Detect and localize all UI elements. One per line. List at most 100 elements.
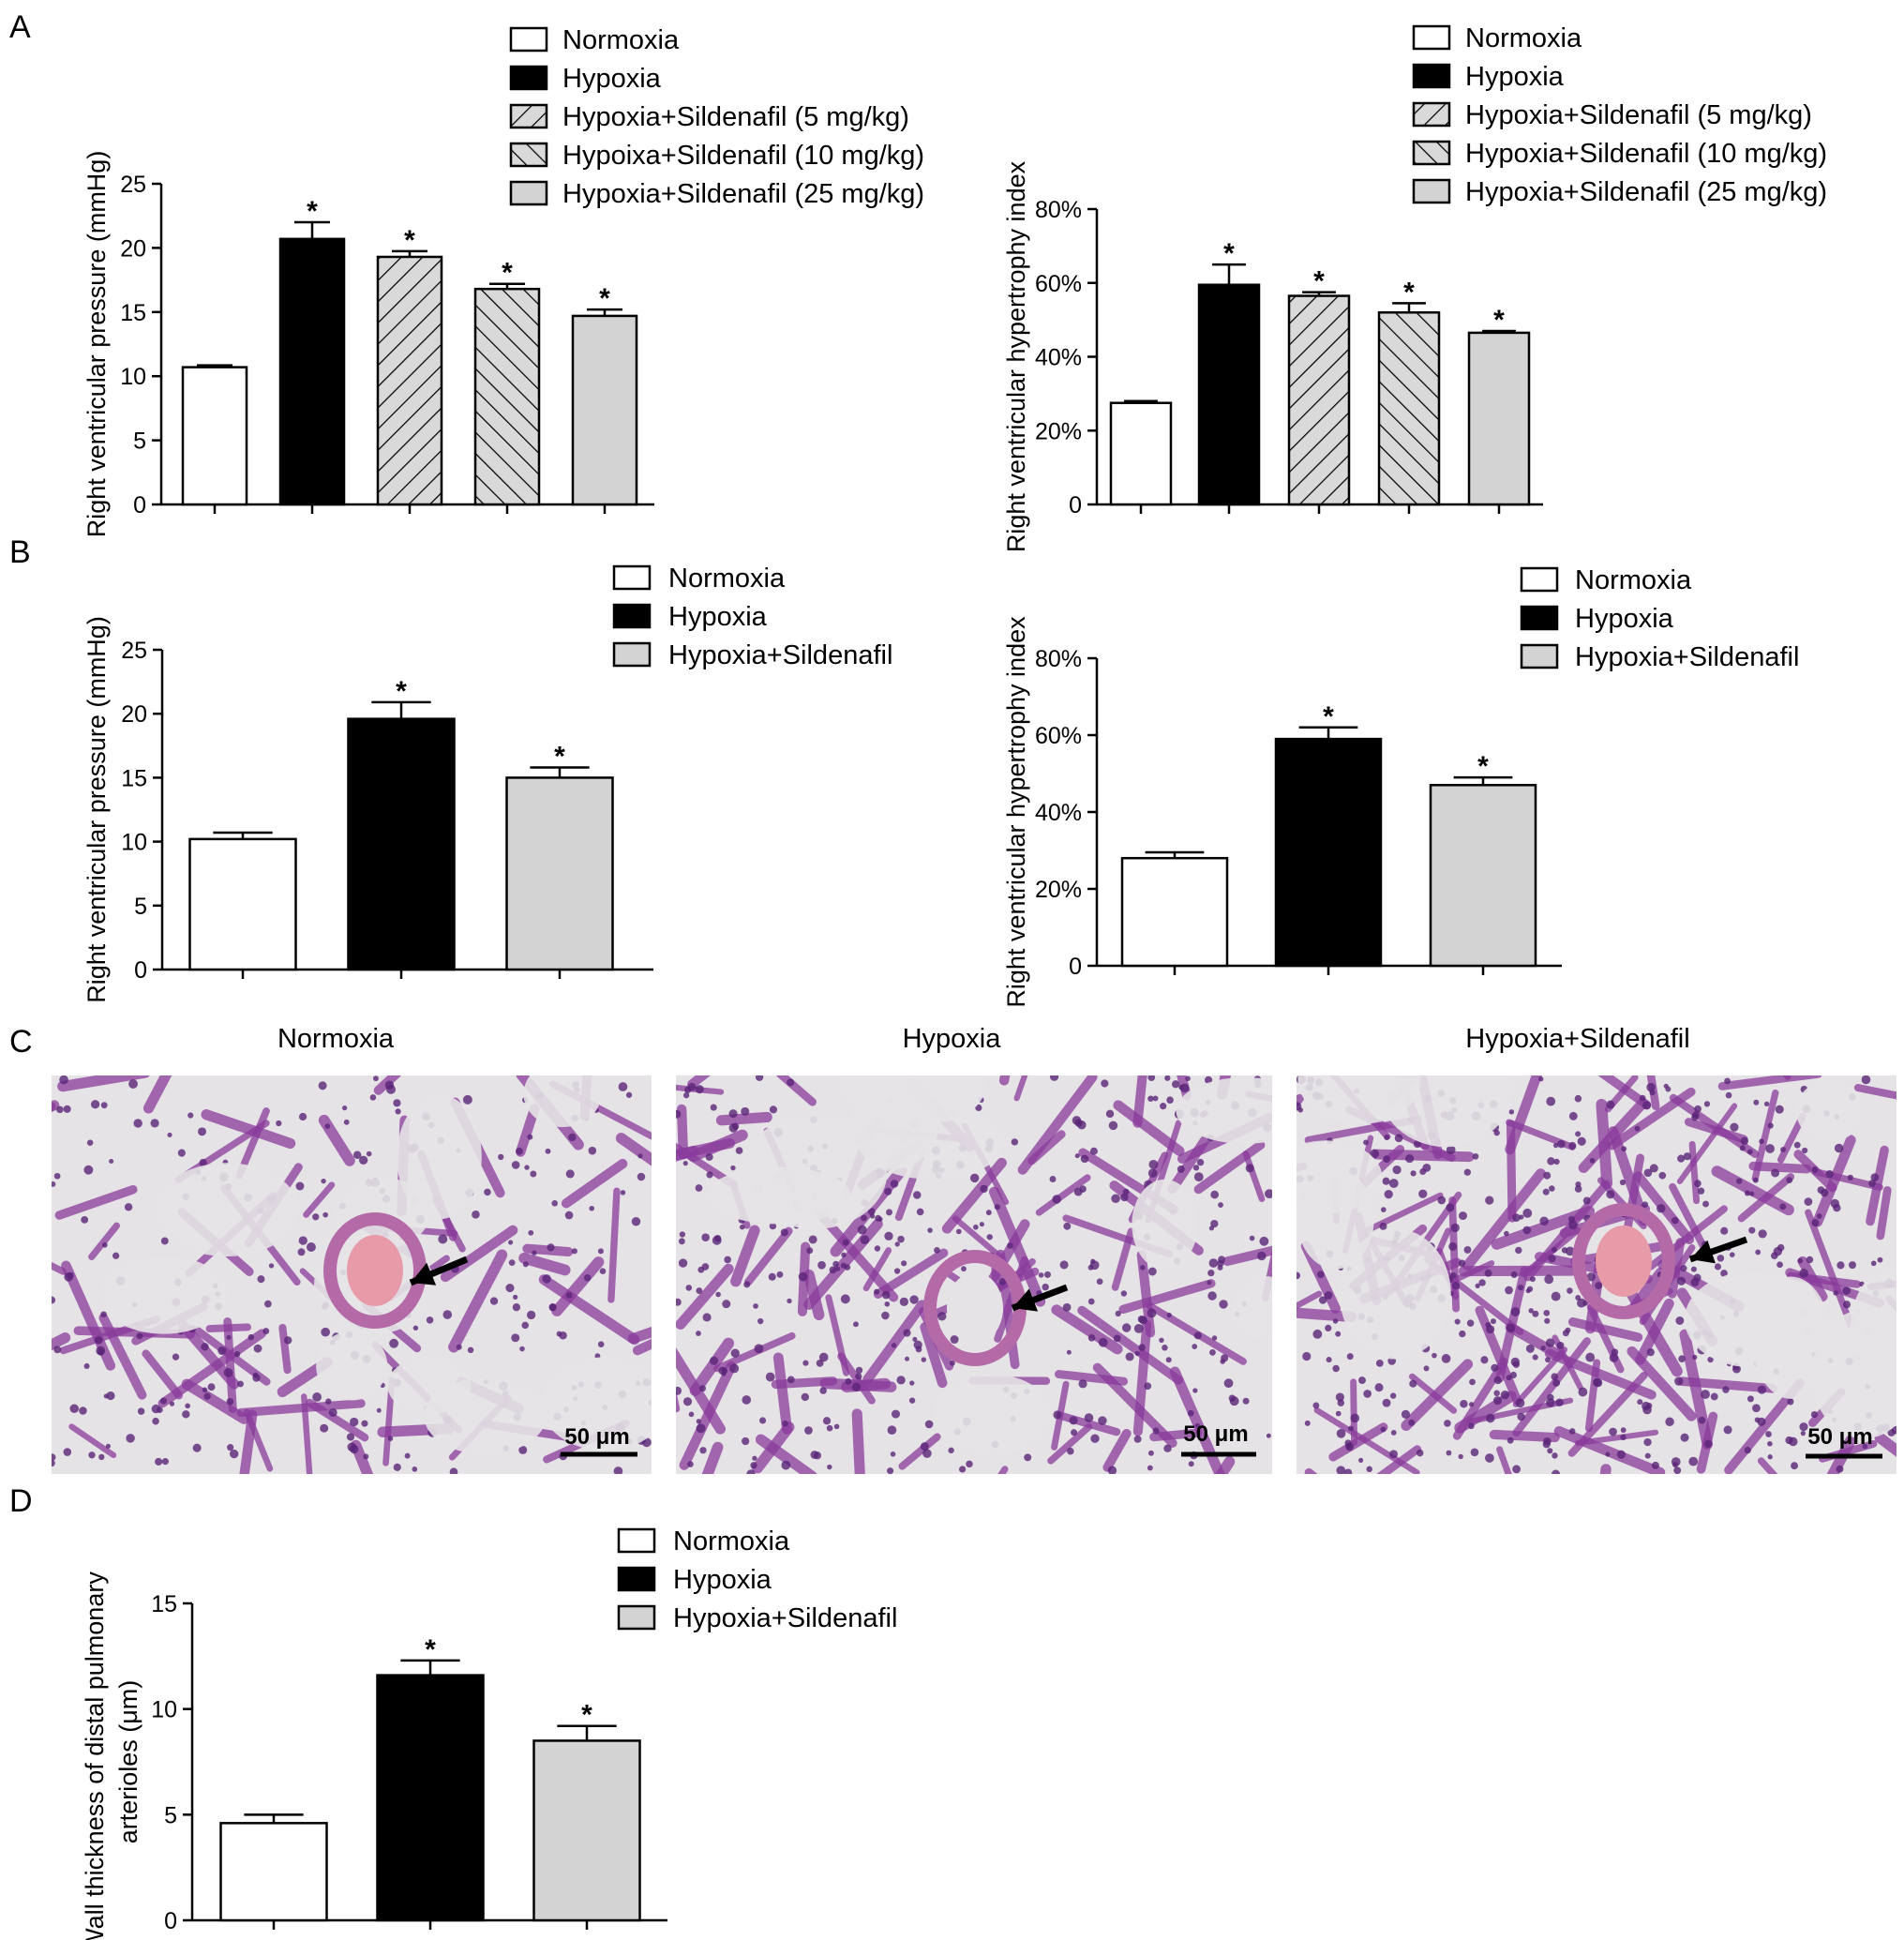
nucleus	[1765, 1431, 1772, 1437]
nucleus	[1651, 1461, 1659, 1469]
nucleus	[1073, 1187, 1083, 1196]
nucleus	[899, 1297, 908, 1306]
alveolar-septum	[205, 1323, 252, 1333]
nucleus	[842, 1239, 849, 1246]
y-axis-title: Right ventricular hypertrophy index	[1002, 160, 1030, 552]
nucleus	[1848, 1261, 1856, 1270]
nucleus	[1825, 1169, 1834, 1179]
nucleus	[1674, 1376, 1684, 1386]
nucleus	[731, 1122, 740, 1130]
nucleus	[890, 1451, 896, 1457]
nucleus	[1486, 1325, 1495, 1334]
nucleus	[1152, 1427, 1160, 1435]
alveolar-septum	[1711, 1166, 1794, 1216]
nucleus	[712, 1235, 722, 1245]
nucleus	[511, 1161, 520, 1169]
nucleus	[1470, 1448, 1479, 1457]
nucleus	[916, 1208, 924, 1216]
nucleus	[1552, 1469, 1561, 1474]
nucleus	[1208, 1258, 1219, 1268]
nucleus	[1144, 1382, 1152, 1391]
bar-1	[1274, 737, 1383, 968]
nucleus	[376, 1407, 382, 1413]
nucleus	[1302, 1351, 1312, 1361]
nucleus	[787, 1298, 792, 1304]
alveolar-septum	[201, 1109, 296, 1150]
nucleus	[699, 1447, 707, 1454]
alveolar-septum	[952, 1215, 1005, 1261]
nucleus	[1063, 1222, 1072, 1230]
y-tick-label: 0	[1069, 954, 1082, 980]
nucleus	[706, 1171, 713, 1179]
nucleus	[547, 1243, 555, 1252]
nucleus	[1800, 1431, 1806, 1436]
nucleus	[223, 1367, 233, 1377]
nucleus	[516, 1147, 523, 1155]
nucleus	[724, 1256, 731, 1264]
nucleus	[1459, 1330, 1466, 1338]
nucleus	[1510, 1271, 1518, 1279]
nucleus	[1485, 1196, 1494, 1205]
nucleus	[1448, 1241, 1458, 1251]
alveolar-septum	[1454, 1391, 1517, 1434]
nucleus	[226, 1397, 234, 1406]
nucleus	[676, 1386, 682, 1395]
nucleus	[59, 1075, 68, 1085]
bar-2	[376, 255, 443, 506]
nucleus	[322, 1211, 329, 1218]
nucleus	[342, 1105, 348, 1111]
alveolar-septum	[243, 1408, 274, 1472]
nucleus	[1642, 1101, 1651, 1110]
alveolar-septum	[1118, 1279, 1216, 1315]
y-tick-label: 5	[134, 894, 147, 920]
y-tick-label: 20%	[1035, 877, 1082, 903]
bar-1	[278, 237, 346, 506]
nucleus	[1732, 1364, 1741, 1374]
nucleus	[1791, 1462, 1798, 1470]
nucleus	[787, 1078, 795, 1087]
nucleus	[369, 1094, 377, 1101]
nucleus	[826, 1424, 833, 1432]
nucleus	[545, 1148, 551, 1154]
alveolar-septum	[1677, 1376, 1777, 1393]
nucleus	[442, 1310, 453, 1319]
nucleus	[1446, 1203, 1455, 1212]
nucleus	[583, 1273, 592, 1282]
alveolar-septum	[1512, 1337, 1591, 1437]
legend-label-2: Hypoxia+Sildenafil	[673, 1603, 897, 1633]
alveolar-septum	[1635, 1298, 1674, 1365]
nucleus	[1394, 1134, 1403, 1143]
nucleus	[1771, 1168, 1780, 1178]
nucleus	[1540, 1346, 1546, 1351]
nucleus	[1723, 1425, 1732, 1435]
nucleus	[1547, 1393, 1554, 1402]
nucleus	[1196, 1158, 1205, 1166]
nucleus	[1694, 1105, 1702, 1113]
alveolar-septum	[351, 1439, 374, 1474]
alveolar-space	[1811, 1309, 1897, 1439]
nucleus	[1384, 1134, 1390, 1141]
nucleus	[1177, 1166, 1185, 1173]
nucleus	[937, 1312, 947, 1321]
nucleus	[1725, 1091, 1732, 1099]
nucleus	[631, 1217, 641, 1226]
alveolar-septum	[1376, 1445, 1422, 1474]
alveolar-septum	[1553, 1425, 1666, 1474]
alveolar-septum	[68, 1423, 117, 1459]
alveolar-septum	[984, 1219, 1030, 1289]
nucleus	[53, 1172, 61, 1180]
alveolar-septum	[1489, 1429, 1560, 1443]
nucleus	[1450, 1223, 1460, 1233]
alveolar-space	[1297, 1140, 1383, 1214]
y-axis-title: Right ventricular hypertrophy index	[1002, 616, 1030, 1008]
nucleus	[350, 1417, 359, 1427]
alveolar-septum	[730, 1225, 760, 1287]
nucleus	[966, 1460, 973, 1468]
alveolar-septum	[701, 1441, 724, 1474]
nucleus	[1555, 1398, 1564, 1407]
bar-1	[376, 1674, 485, 1922]
nucleus	[1697, 1187, 1705, 1195]
alveolar-septum	[142, 1075, 172, 1114]
nucleus	[412, 1325, 419, 1331]
nucleus	[1551, 1373, 1559, 1381]
